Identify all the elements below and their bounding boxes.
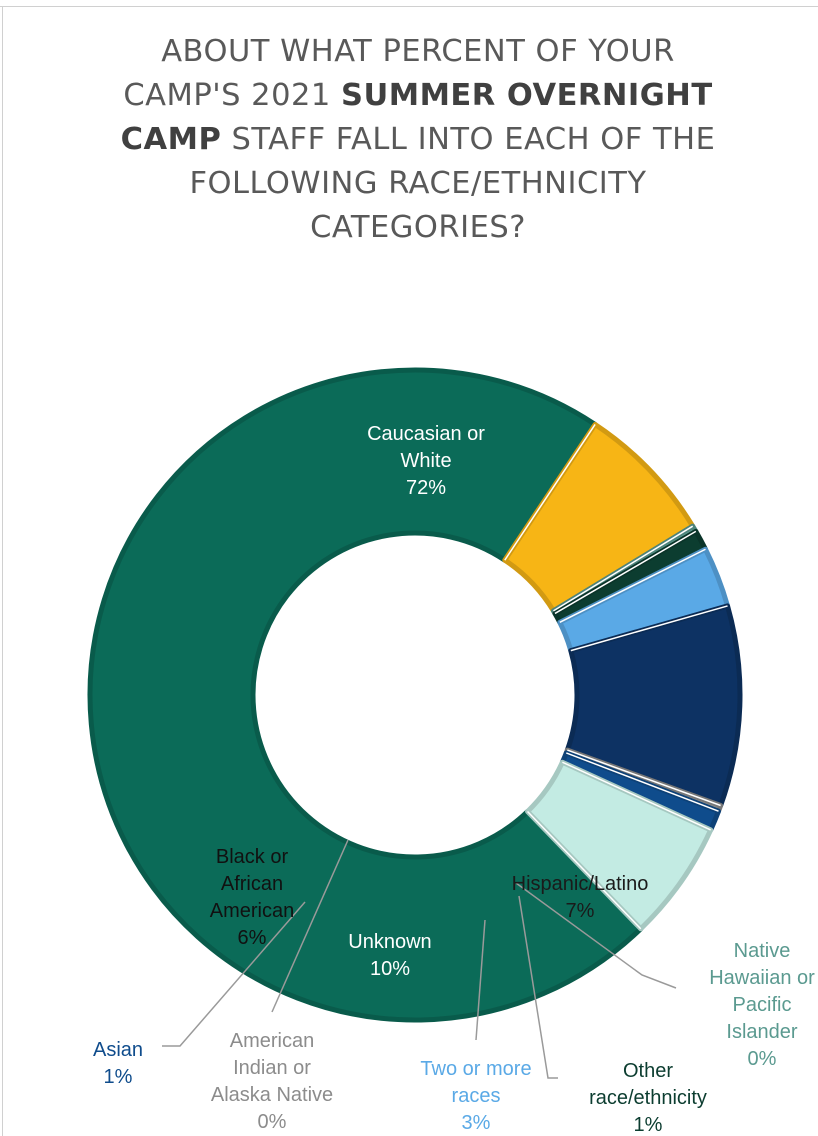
label-unknown: Unknown 10% [348, 931, 431, 980]
title-line-2-bold: SUMMER OVERNIGHT [340, 78, 713, 113]
label-two-or-more-races: Two or more races 3% [420, 1058, 531, 1134]
title-line-2: CAMP'S 2021 SUMMER OVERNIGHT [60, 74, 776, 118]
slice-separator [559, 548, 706, 624]
slice-separator [566, 752, 719, 812]
label-text: races [452, 1085, 501, 1107]
label-american-indian-or-alaska-native: American Indian or Alaska Native 0% [211, 1030, 333, 1133]
slice-separator [504, 424, 596, 561]
slice-separator [567, 749, 721, 807]
label-text: Caucasian or [367, 423, 485, 445]
leader-line [271, 839, 349, 1013]
label-value: 3% [462, 1112, 491, 1134]
label-native-hawaiian-or-pacific-islander: Native Hawaiian or Pacific Islander 0% [709, 940, 815, 1070]
slice-separator [562, 761, 711, 831]
slice-separator [553, 525, 694, 612]
title-line-4: FOLLOWING RACE/ETHNICITY [189, 166, 647, 201]
left-border [2, 6, 3, 1136]
donut-slices [87, 367, 743, 1023]
slice-separator [554, 530, 697, 615]
leader-line [475, 919, 486, 1041]
title-line-1: ABOUT WHAT PERCENT OF YOUR [161, 34, 675, 69]
label-text: Hawaiian or [709, 967, 815, 989]
label-value: 7% [566, 900, 595, 922]
slice-caucasian-or-white [87, 367, 644, 1023]
label-value: 0% [258, 1111, 287, 1133]
label-value: 1% [104, 1066, 133, 1088]
title-line-3-plain: STAFF FALL INTO EACH OF THE [221, 122, 716, 157]
label-text: Hispanic/Latino [512, 873, 649, 895]
label-text: Indian or [233, 1057, 311, 1079]
slice-separator [570, 605, 728, 652]
leader-line [515, 882, 677, 989]
label-text: race/ethnicity [589, 1087, 707, 1109]
label-black-or-african-american: Black or African American 6% [210, 846, 294, 949]
leader-lines [162, 839, 677, 1079]
label-text: Alaska Native [211, 1084, 333, 1106]
label-asian: Asian 1% [93, 1039, 143, 1088]
label-text: Two or more [420, 1058, 531, 1080]
label-text: Asian [93, 1039, 143, 1061]
leader-line [518, 895, 558, 1079]
label-value: 10% [370, 958, 410, 980]
title-line-3-bold: CAMP [120, 122, 222, 157]
label-text: Other [623, 1060, 673, 1082]
label-caucasian-or-white: Caucasian or White 72% [367, 423, 485, 499]
label-other-race-ethnicity: Other race/ethnicity 1% [589, 1060, 707, 1136]
label-text: Islander [726, 1021, 797, 1043]
slice-separator [526, 811, 642, 930]
label-text: African [221, 873, 283, 895]
label-text: Native [734, 940, 791, 962]
slice-labels: Caucasian or White 72% Hispanic/Latino 7% Nat… [93, 423, 815, 1136]
label-text: American [230, 1030, 314, 1052]
title-line-5: CATEGORIES? [310, 210, 526, 245]
title-line-2-plain: CAMP'S 2021 [123, 78, 341, 113]
label-value: 1% [634, 1114, 663, 1136]
chart-title: ABOUT WHAT PERCENT OF YOUR CAMP'S 2021 S… [60, 30, 776, 250]
leader-line [162, 901, 306, 1047]
label-hispanic-latino: Hispanic/Latino 7% [512, 873, 649, 922]
label-value: 6% [238, 927, 267, 949]
label-text: Pacific [733, 994, 792, 1016]
label-text: White [400, 450, 451, 472]
title-line-3: CAMP STAFF FALL INTO EACH OF THE [60, 118, 776, 162]
label-text: Black or [216, 846, 289, 868]
label-text: Unknown [348, 931, 431, 953]
label-text: American [210, 900, 294, 922]
label-value: 72% [406, 477, 446, 499]
label-value: 0% [748, 1048, 777, 1070]
top-border [0, 6, 818, 7]
